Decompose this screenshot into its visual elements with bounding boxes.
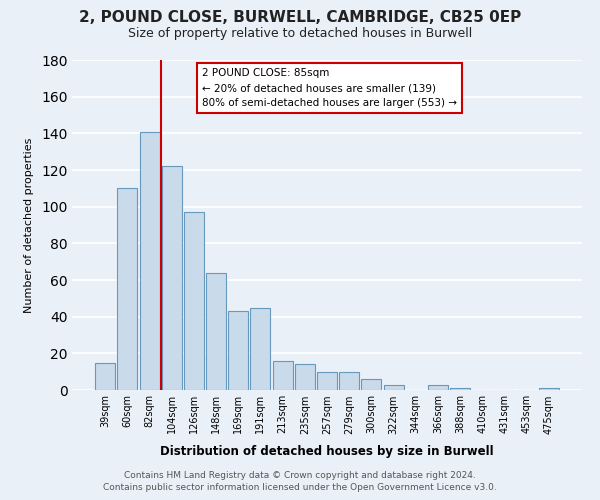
Bar <box>95 362 115 390</box>
Bar <box>428 384 448 390</box>
Bar <box>140 132 160 390</box>
Text: 2 POUND CLOSE: 85sqm
← 20% of detached houses are smaller (139)
80% of semi-deta: 2 POUND CLOSE: 85sqm ← 20% of detached h… <box>202 68 457 108</box>
Bar <box>118 188 137 390</box>
Bar <box>339 372 359 390</box>
Bar <box>162 166 182 390</box>
Y-axis label: Number of detached properties: Number of detached properties <box>25 138 34 312</box>
Bar <box>450 388 470 390</box>
Text: Size of property relative to detached houses in Burwell: Size of property relative to detached ho… <box>128 28 472 40</box>
Bar <box>228 311 248 390</box>
Bar <box>539 388 559 390</box>
Bar <box>250 308 271 390</box>
Bar <box>295 364 315 390</box>
Bar <box>317 372 337 390</box>
Bar <box>206 272 226 390</box>
Bar <box>184 212 204 390</box>
Bar <box>361 379 382 390</box>
X-axis label: Distribution of detached houses by size in Burwell: Distribution of detached houses by size … <box>160 445 494 458</box>
Text: 2, POUND CLOSE, BURWELL, CAMBRIDGE, CB25 0EP: 2, POUND CLOSE, BURWELL, CAMBRIDGE, CB25… <box>79 10 521 25</box>
Bar <box>272 360 293 390</box>
Bar <box>383 384 404 390</box>
Text: Contains HM Land Registry data © Crown copyright and database right 2024.
Contai: Contains HM Land Registry data © Crown c… <box>103 471 497 492</box>
